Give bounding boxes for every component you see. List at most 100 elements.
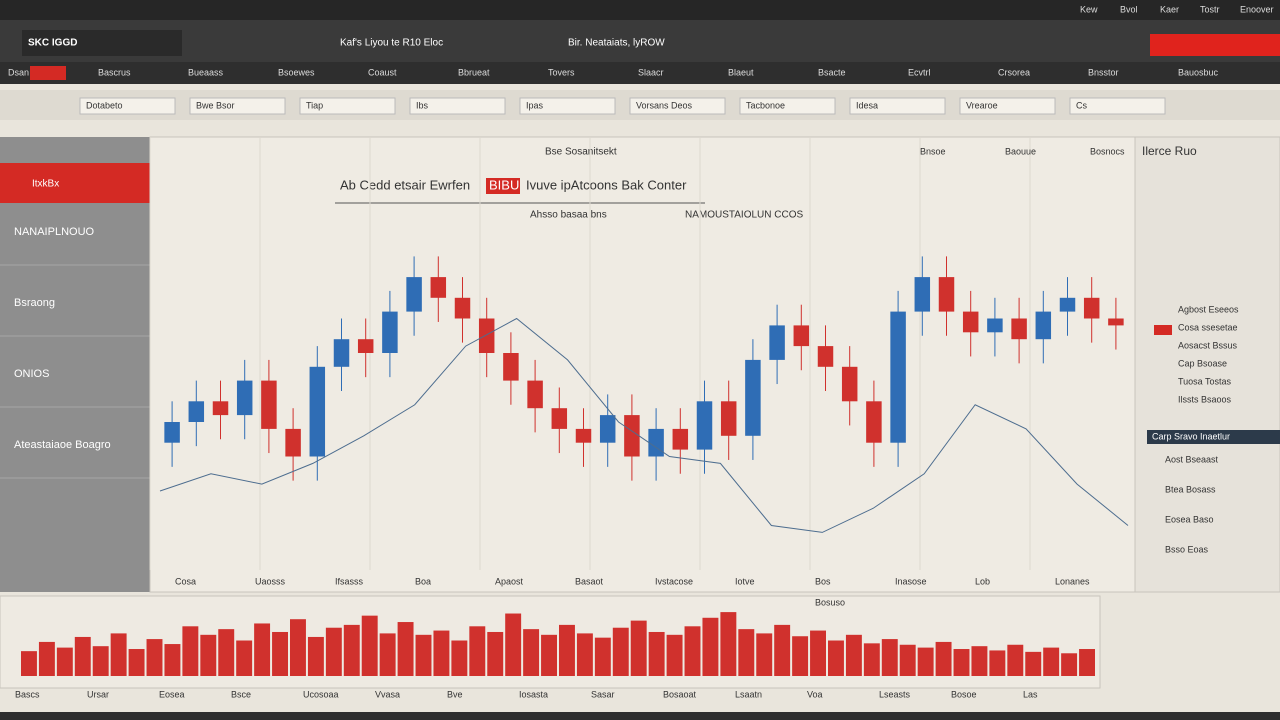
right-item[interactable]: Cap Bsoase	[1178, 358, 1227, 368]
x-label: Ifsasss	[335, 576, 364, 586]
nav-bg	[0, 62, 1280, 84]
volume-bar	[290, 619, 306, 676]
toolbar-button[interactable]	[299, 97, 396, 115]
candle-body	[1083, 297, 1100, 319]
sidebar-item[interactable]: NANAIPLNOUO	[14, 226, 95, 238]
x-label: Cosa	[175, 576, 196, 586]
toolbar-button[interactable]	[1069, 97, 1166, 115]
volume-bar	[1079, 649, 1095, 676]
volume-bar	[541, 634, 557, 676]
volume-bar	[164, 644, 181, 676]
top-link[interactable]: Kew	[1080, 4, 1098, 14]
volume-bar	[182, 626, 199, 676]
nav-item[interactable]: Crsorea	[998, 67, 1030, 77]
sidebar	[0, 137, 150, 592]
candle-body	[866, 401, 882, 443]
bottom-label: Bsce	[231, 689, 251, 699]
toolbar-button[interactable]	[79, 97, 176, 115]
sidebar-item[interactable]: ONIOS	[14, 368, 49, 380]
nav-item[interactable]: Bsoewes	[278, 67, 315, 77]
nav-item[interactable]: Dsan	[8, 67, 29, 77]
nav-item[interactable]: Bnsstor	[1088, 67, 1119, 77]
volume-bar	[1061, 653, 1078, 676]
top-link[interactable]: Tostr	[1200, 4, 1220, 14]
bottom-label: Las	[1023, 689, 1038, 699]
x-label: Ivstacose	[655, 576, 693, 586]
bottom-label: Ucosoaa	[303, 689, 339, 699]
right-item[interactable]: Tuosa Tostas	[1178, 376, 1232, 386]
header-button[interactable]	[1150, 34, 1280, 56]
right-item[interactable]: Cosa ssesetae	[1178, 322, 1238, 332]
volume-bar	[917, 647, 934, 676]
toolbar-button[interactable]	[849, 97, 946, 115]
candle-body	[890, 311, 906, 443]
header-subtitle: Bir. Neataiats, lyROW	[568, 38, 665, 49]
nav-item[interactable]: Ecvtrl	[908, 67, 931, 77]
volume-bar	[397, 622, 414, 676]
volume-bar	[74, 636, 91, 676]
candle-body	[599, 415, 616, 443]
candle-body	[575, 428, 592, 443]
bottom-label: Ursar	[87, 689, 109, 699]
volume-bar	[21, 651, 37, 676]
chart-title-highlight: BIBU	[489, 177, 519, 192]
volume-bar	[325, 627, 342, 676]
volume-bar	[236, 640, 253, 676]
right-item[interactable]: Aosacst Bssus	[1178, 340, 1238, 350]
nav-item[interactable]: Bauosbuc	[1178, 67, 1219, 77]
nav-item[interactable]: Blaeut	[728, 67, 754, 77]
candle-body	[696, 401, 713, 450]
volume-bar	[971, 646, 988, 676]
toolbar-button[interactable]	[189, 97, 286, 115]
toolbar-button[interactable]	[739, 97, 836, 115]
volume-bar	[899, 644, 916, 676]
volume-bar	[128, 649, 145, 676]
x-label: Basaot	[575, 576, 604, 586]
candle-body	[648, 428, 664, 457]
nav-item[interactable]: Coaust	[368, 67, 397, 77]
toolbar-label: Dotabeto	[86, 100, 123, 110]
volume-bar	[469, 626, 486, 676]
toolbar-label: Tiap	[306, 100, 323, 110]
nav-item[interactable]: Bueaass	[188, 67, 224, 77]
right-header-item: Baouue	[1005, 146, 1036, 156]
volume-bar	[254, 623, 271, 676]
candle-body	[914, 277, 931, 312]
candle-body	[720, 401, 737, 436]
top-link[interactable]: Enoover	[1240, 4, 1274, 14]
nav-active	[30, 66, 66, 80]
x-label: Lonanes	[1055, 576, 1090, 586]
toolbar-button[interactable]	[629, 97, 726, 115]
toolbar-button[interactable]	[409, 97, 506, 115]
volume-bar	[881, 639, 898, 676]
volume-bar	[953, 649, 970, 676]
toolbar-button[interactable]	[519, 97, 616, 115]
top-link[interactable]: Bvol	[1120, 4, 1138, 14]
sidebar-item[interactable]: Ateastaiaoe Boagro	[14, 439, 111, 451]
nav-item[interactable]: Slaacr	[638, 67, 664, 77]
right-highlight: Carp Sravo Inaetlur	[1152, 431, 1230, 441]
right-swatch	[1154, 325, 1172, 335]
volume-bar	[1043, 647, 1060, 676]
nav-item[interactable]: Bascrus	[98, 67, 131, 77]
x-label: Apaost	[495, 576, 524, 586]
top-link[interactable]: Kaer	[1160, 4, 1179, 14]
nav-item[interactable]: Bsacte	[818, 67, 846, 77]
right-item[interactable]: Agbost Eseeos	[1178, 304, 1239, 314]
nav-item[interactable]: Tovers	[548, 67, 575, 77]
bottom-label: Sasar	[591, 689, 615, 699]
nav-item[interactable]: Bbrueat	[458, 67, 490, 77]
candle-body	[624, 415, 640, 457]
right-note: Btea Bosass	[1165, 484, 1216, 494]
volume-bar	[92, 646, 109, 676]
volume-bar	[648, 631, 665, 676]
sidebar-item[interactable]: Bsraong	[14, 297, 55, 309]
right-item[interactable]: Ilssts Bsaoos	[1178, 394, 1232, 404]
volume-bar	[576, 633, 593, 676]
candle-body	[357, 339, 374, 353]
logo: SKC IGGD	[28, 38, 77, 49]
right-panel	[1134, 136, 1280, 593]
x-label: Lob	[975, 576, 990, 586]
candle-body	[672, 428, 689, 450]
toolbar-button[interactable]	[959, 97, 1056, 115]
